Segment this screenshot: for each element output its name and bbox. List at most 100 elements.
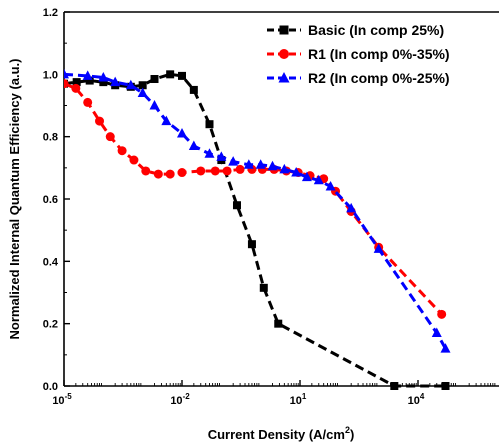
legend-item: R1 (In comp 0%-35%)	[267, 46, 450, 62]
x-tick-base: 10	[290, 395, 302, 407]
data-point	[437, 309, 447, 319]
data-point	[279, 49, 289, 59]
x-tick-label: 104	[408, 392, 425, 407]
data-point	[71, 83, 81, 93]
data-point	[274, 319, 283, 328]
data-point	[440, 343, 451, 353]
data-point	[110, 76, 121, 87]
data-point	[141, 166, 151, 176]
y-tick-label: 0.8	[43, 132, 58, 144]
data-point	[204, 148, 215, 158]
data-point	[205, 120, 214, 129]
x-tick-label: 10-5	[52, 392, 72, 407]
x-tick-base: 10	[170, 395, 182, 407]
legend-item: Basic (In comp 25%)	[267, 22, 444, 38]
data-point	[82, 70, 93, 80]
legend: Basic (In comp 25%) R1 (In comp 0%-35%) R2…	[267, 22, 450, 86]
data-point	[313, 174, 324, 185]
data-point	[177, 128, 187, 138]
data-point	[98, 71, 109, 82]
x-tick-base: 10	[52, 395, 64, 407]
x-tick-exp: 1	[302, 392, 307, 401]
data-point	[222, 166, 232, 176]
y-tick-label: 0.6	[43, 194, 58, 206]
data-point	[85, 76, 94, 85]
y-tick-label: 1.2	[43, 7, 58, 19]
data-point	[255, 159, 266, 169]
data-point	[150, 75, 159, 84]
data-point	[228, 156, 239, 166]
x-axis-title-sup: 2	[345, 425, 350, 435]
series-line	[64, 72, 447, 350]
data-point	[178, 71, 186, 80]
x-ticks: 10-5 10-2 101 104	[52, 380, 496, 407]
data-point	[64, 68, 69, 79]
data-point	[137, 87, 148, 98]
data-point	[390, 382, 399, 390]
x-axis-title: Current Density (A/cm2)	[208, 425, 355, 442]
data-point	[188, 140, 199, 151]
y-ticks: 0.0 0.2 0.4 0.6 0.8 1.0 1.2	[43, 7, 70, 393]
legend-label: R2 (In comp 0%-25%)	[308, 70, 450, 86]
x-tick-exp: 4	[420, 392, 425, 401]
data-point	[232, 201, 241, 210]
series-2	[64, 79, 447, 319]
data-point	[301, 171, 312, 182]
data-point	[99, 78, 108, 87]
y-tick-label: 1.0	[43, 69, 58, 81]
data-point	[441, 382, 450, 390]
data-point	[291, 167, 302, 177]
data-point	[129, 155, 139, 165]
data-point	[279, 163, 290, 174]
x-tick-exp: -5	[65, 392, 73, 401]
series-layer	[64, 68, 451, 390]
y-tick-label: 0.4	[43, 256, 59, 268]
data-point	[325, 181, 336, 191]
series-line	[64, 72, 446, 388]
x-axis-title-close: )	[350, 427, 354, 442]
data-point	[83, 97, 93, 107]
data-point	[247, 240, 256, 249]
series-3	[64, 68, 451, 353]
data-point	[196, 166, 206, 176]
data-point	[105, 132, 115, 142]
data-point	[431, 327, 442, 338]
series-1	[64, 70, 450, 390]
series-line	[64, 82, 443, 316]
y-tick-label: 0.0	[43, 381, 58, 393]
y-tick-label: 0.2	[43, 319, 58, 331]
data-point	[149, 100, 160, 110]
data-point	[373, 243, 384, 253]
x-tick-base: 10	[408, 395, 420, 407]
data-point	[117, 146, 127, 156]
x-tick-label: 10-2	[170, 392, 190, 407]
data-point	[259, 283, 268, 292]
y-axis-title: Normalized Internal Quantum Efficiency (…	[7, 59, 22, 340]
data-point	[95, 116, 105, 126]
data-point	[235, 164, 245, 174]
x-axis-title-main: Current Density (A/cm	[208, 427, 345, 442]
data-point	[165, 169, 175, 179]
data-point	[243, 159, 254, 169]
data-point	[216, 151, 227, 161]
data-point	[153, 169, 163, 179]
legend-label: R1 (In comp 0%-35%)	[308, 46, 450, 62]
data-point	[72, 78, 81, 87]
data-point	[166, 70, 175, 79]
data-point	[64, 79, 69, 89]
data-point	[210, 166, 220, 176]
data-point	[278, 72, 290, 83]
data-point	[267, 160, 278, 171]
legend-label: Basic (In comp 25%)	[308, 22, 444, 38]
legend-item: R2 (In comp 0%-25%)	[267, 70, 450, 86]
data-point	[279, 25, 289, 35]
x-tick-exp: -2	[183, 392, 191, 401]
data-point	[125, 79, 136, 90]
data-point	[346, 202, 357, 213]
x-tick-label: 101	[290, 392, 307, 407]
data-point	[177, 168, 187, 178]
data-point	[138, 81, 147, 90]
data-point	[161, 115, 172, 126]
data-point	[189, 85, 198, 94]
